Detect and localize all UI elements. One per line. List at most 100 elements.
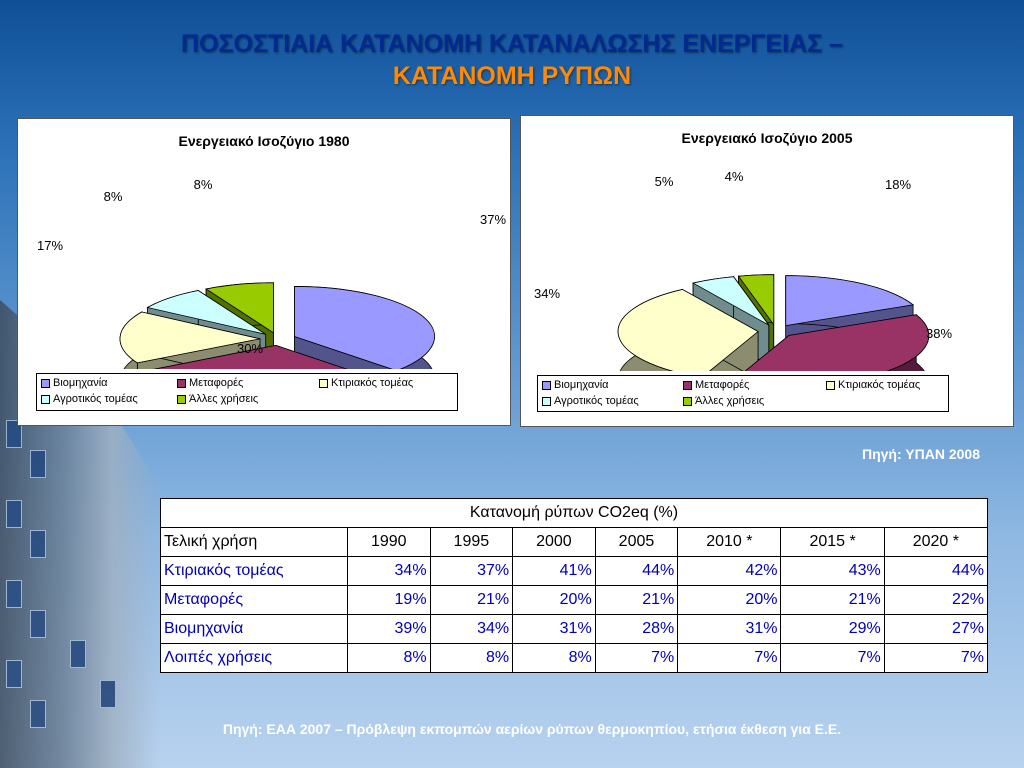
legend-item-residential: Κτιριακός τομέας — [319, 377, 413, 389]
legend-swatch — [41, 378, 50, 388]
pie-chart-1980-svg: 37% 30% 17% 8% 8% — [37, 177, 506, 369]
pie-data-label: 4% — [725, 169, 744, 184]
building-window — [6, 420, 22, 448]
table-cell: 7% — [883, 643, 989, 673]
table-cell: 41% — [512, 556, 596, 586]
legend-item-other: Άλλες χρήσεις — [177, 393, 258, 405]
pie-data-label: 8% — [194, 177, 213, 192]
table-cell: 8% — [512, 643, 596, 673]
legend-swatch — [683, 380, 692, 390]
table-cell: 39% — [347, 614, 431, 644]
chart-legend: Βιομηχανία Μεταφορές Κτιριακός τομέας Αγ… — [537, 375, 949, 412]
pie-data-label: 34% — [534, 286, 560, 301]
pie-data-label: 8% — [104, 189, 123, 204]
legend-swatch — [319, 378, 328, 388]
table-caption: Κατανομή ρύπων CO2eq (%) — [160, 498, 988, 528]
table-cell: 34% — [429, 614, 514, 644]
table-cell: 19% — [347, 585, 431, 615]
row-label: Μεταφορές — [160, 585, 348, 615]
table-column-header: 1990 — [347, 527, 431, 557]
table-cell: 7% — [677, 643, 782, 673]
pie-data-label: 38% — [926, 326, 952, 341]
pie-slice-residential — [617, 288, 759, 371]
table-cell: 37% — [429, 556, 514, 586]
legend-item-transport: Μεταφορές — [177, 377, 243, 389]
building-window — [6, 660, 22, 688]
legend-swatch — [683, 396, 692, 406]
building-window — [30, 530, 46, 558]
row-label: Λοιπές χρήσεις — [160, 643, 348, 673]
table-cell: 34% — [347, 556, 431, 586]
table-source-note: Πηγή: ΕΑΑ 2007 – Πρόβλεψη εκπομπών αερίω… — [222, 721, 842, 737]
pie-slice-industry — [294, 286, 435, 369]
table-row: Βιομηχανία 39% 34% 31% 28% 31% 29% 27% — [160, 614, 989, 644]
table-cell: 42% — [677, 556, 782, 586]
table-column-header: 2010 * — [677, 527, 782, 557]
table-cell: 44% — [594, 556, 679, 586]
slide-title-line1: ΠΟΣΟΣΤΙΑΙΑ ΚΑΤΑΝΟΜΗ ΚΑΤΑΝΑΛΩΣΗΣ ΕΝΕΡΓΕΙΑ… — [181, 30, 843, 58]
pie-data-label: 5% — [655, 174, 674, 189]
chart-title: Ενεργειακό Ισοζύγιο 2005 — [681, 130, 853, 146]
legend-swatch — [542, 380, 551, 390]
building-window — [100, 680, 116, 708]
building-window — [30, 700, 46, 728]
legend-item-residential: Κτιριακός τομέας — [826, 379, 920, 391]
table-column-header: 2020 * — [883, 527, 989, 557]
table-cell: 22% — [883, 585, 989, 615]
legend-swatch — [177, 394, 186, 404]
building-window — [6, 500, 22, 528]
pie-chart-2005-svg: 18% 38% 34% 5% 4% — [534, 169, 952, 371]
legend-item-other: Άλλες χρήσεις — [683, 395, 764, 407]
row-label: Βιομηχανία — [160, 614, 348, 644]
table-row: Μεταφορές 19% 21% 20% 21% 20% 21% 22% — [160, 585, 989, 615]
building-window — [30, 610, 46, 638]
table-column-header: 2005 — [594, 527, 679, 557]
table-cell: 7% — [594, 643, 679, 673]
pie-slice-transport — [152, 344, 348, 369]
building-window — [70, 640, 86, 668]
pie-chart-1980: Ενεργειακό Ισοζύγιο 1980 37% 30% 17% 8% 8% Β… — [17, 118, 511, 426]
table-cell: 8% — [347, 643, 431, 673]
table-cell: 8% — [429, 643, 514, 673]
table-cell: 44% — [883, 556, 989, 586]
legend-item-industry: Βιομηχανία — [542, 379, 609, 391]
table-row: Λοιπές χρήσεις 8% 8% 8% 7% 7% 7% 7% — [160, 643, 989, 673]
table-cell: 43% — [780, 556, 885, 586]
pie-data-label: 37% — [480, 212, 506, 227]
table-cell: 28% — [594, 614, 679, 644]
legend-swatch — [177, 378, 186, 388]
table-row: Κτιριακός τομέας 34% 37% 41% 44% 42% 43%… — [160, 556, 989, 586]
pie-chart-2005: Ενεργειακό Ισοζύγιο 2005 18% 38% 34% 5% 4% Β… — [520, 115, 1014, 427]
table-cell: 21% — [429, 585, 514, 615]
pie-source-note: Πηγή: ΥΠΑΝ 2008 — [861, 446, 980, 462]
legend-swatch — [542, 396, 551, 406]
chart-legend: Βιομηχανία Μεταφορές Κτιριακός τομέας Αγ… — [36, 373, 458, 411]
pie-data-label: 17% — [37, 238, 63, 253]
pie-data-label: 18% — [885, 177, 911, 192]
table-column-header: 2000 — [512, 527, 596, 557]
co2-distribution-table: Κατανομή ρύπων CO2eq (%) Τελική χρήση 19… — [160, 498, 989, 673]
table-header-label: Τελική χρήση — [160, 527, 348, 557]
chart-title: Ενεργειακό Ισοζύγιο 1980 — [178, 133, 350, 149]
pie-slice-transport — [744, 313, 930, 371]
table-cell: 21% — [594, 585, 679, 615]
pie-data-label: 30% — [237, 341, 263, 356]
building-window — [6, 580, 22, 608]
table-column-header: 2015 * — [780, 527, 885, 557]
legend-item-transport: Μεταφορές — [683, 379, 749, 391]
legend-item-agriculture: Αγροτικός τομέας — [542, 395, 639, 407]
slide-title-line2: ΚΑΤΑΝΟΜΗ ΡΥΠΩΝ — [392, 62, 632, 90]
table-cell: 31% — [677, 614, 782, 644]
table-cell: 20% — [512, 585, 596, 615]
slide-title: ΠΟΣΟΣΤΙΑΙΑ ΚΑΤΑΝΟΜΗ ΚΑΤΑΝΑΛΩΣΗΣ ΕΝΕΡΓΕΙΑ… — [0, 28, 1024, 92]
table-header-row: Τελική χρήση 1990 1995 2000 2005 2010 * … — [160, 527, 989, 557]
legend-swatch — [826, 380, 835, 390]
row-label: Κτιριακός τομέας — [160, 556, 348, 586]
table-cell: 20% — [677, 585, 782, 615]
table-column-header: 1995 — [429, 527, 514, 557]
legend-item-agriculture: Αγροτικός τομέας — [41, 393, 138, 405]
legend-swatch — [41, 394, 50, 404]
table-cell: 21% — [780, 585, 885, 615]
legend-item-industry: Βιομηχανία — [41, 377, 108, 389]
table-cell: 29% — [780, 614, 885, 644]
